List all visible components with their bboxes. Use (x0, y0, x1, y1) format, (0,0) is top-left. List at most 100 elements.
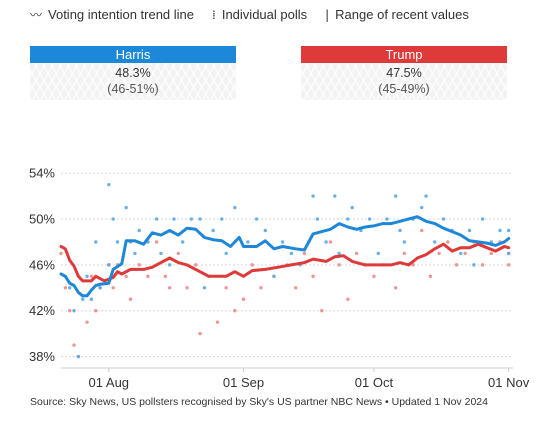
harris-poll-dot (480, 217, 485, 221)
poll-chart: 54% 50% 46% 42% 38% 01 Aug 01 Sep 01 Oct 01 Nov (29, 166, 530, 390)
trump-poll-dot (320, 309, 324, 313)
y-tick-label: 50% (29, 212, 55, 227)
harris-poll-dot (67, 286, 72, 290)
harris-poll-dot (350, 205, 354, 210)
harris-poll-dot (72, 309, 76, 313)
harris-poll-dot (472, 263, 476, 267)
harris-card-range: (46-51%) (107, 82, 159, 96)
trump-poll-dot (259, 286, 263, 290)
harris-poll-dot (398, 228, 402, 233)
harris-card-name: Harris (30, 46, 236, 63)
trump-poll-dot (111, 286, 115, 290)
trump-poll-dot (346, 297, 350, 301)
harris-poll-dot (137, 228, 141, 233)
harris-poll-dot (89, 297, 94, 301)
harris-poll-dot (133, 251, 137, 256)
harris-poll-dot (94, 240, 98, 244)
bar-icon: | (325, 7, 330, 22)
harris-poll-dot (272, 274, 276, 279)
trump-card-range: (45-49%) (378, 82, 430, 96)
harris-poll-dot (85, 274, 89, 279)
trump-card-body: 47.5% (45-49%) (301, 63, 507, 100)
trump-poll-dot (146, 274, 150, 279)
trump-poll-dot (328, 240, 333, 244)
trump-poll-dot (293, 286, 298, 290)
trump-poll-dot (506, 263, 511, 267)
harris-poll-dot (254, 217, 259, 221)
harris-card-pct: 48.3% (115, 66, 151, 80)
harris-poll-dot (115, 240, 120, 244)
trump-poll-dot (302, 251, 307, 256)
wavy-line-icon: 〰 (30, 8, 43, 22)
x-tick-label: 01 Aug (89, 375, 130, 390)
harris-trend-line (59, 215, 511, 298)
trump-poll-dot (215, 320, 220, 324)
y-tick-label: 46% (29, 257, 55, 272)
harris-poll-dot (467, 228, 472, 233)
trump-poll-dot (233, 309, 237, 313)
harris-poll-dot (315, 217, 320, 221)
trump-poll-dot (185, 286, 189, 290)
harris-poll-dot (420, 205, 424, 210)
trump-poll-dot (428, 274, 433, 279)
trump-poll-dot (241, 297, 246, 301)
trump-poll-dot (154, 240, 159, 244)
trump-poll-dot (194, 263, 198, 267)
harris-poll-dot (220, 217, 224, 221)
y-tick-label: 42% (29, 303, 55, 318)
harris-poll-dot (441, 217, 446, 221)
harris-poll-dot (337, 251, 341, 256)
trump-poll-dot (59, 251, 63, 256)
harris-poll-dot (367, 217, 372, 221)
legend-trend-label: Voting intention trend line (48, 7, 195, 22)
harris-poll-dot (289, 251, 294, 256)
harris-poll-dot (202, 286, 207, 290)
legend-polls: ⁞ Individual polls (212, 7, 307, 22)
harris-poll-dot (81, 297, 85, 301)
trump-card-pct: 47.5% (386, 66, 422, 80)
trump-poll-dot (198, 331, 202, 336)
trump-poll-dot (311, 274, 315, 279)
harris-poll-dot (402, 240, 407, 244)
trump-poll-dot (489, 251, 493, 256)
trump-card: Trump 47.5% (45-49%) (301, 46, 507, 100)
harris-poll-dot (459, 251, 463, 256)
dots-icon: ⁞ (212, 7, 216, 22)
trump-poll-dot (420, 228, 424, 233)
harris-poll-dot (180, 240, 185, 244)
trump-poll-dot (167, 286, 172, 290)
trump-poll-dot (393, 286, 398, 290)
trump-poll-dot (454, 263, 459, 267)
trump-poll-dot (437, 251, 441, 256)
harris-poll-dot (233, 205, 237, 210)
x-tick-label: 01 Sep (223, 375, 264, 390)
harris-poll-dot (376, 251, 380, 256)
y-tick-label: 38% (29, 349, 55, 364)
trump-poll-dot (72, 343, 76, 347)
legend: 〰 Voting intention trend line ⁞ Individu… (30, 6, 469, 23)
harris-poll-dot (167, 263, 172, 267)
trump-poll-dot (128, 297, 133, 301)
trump-poll-dot (463, 251, 467, 256)
y-tick-label: 54% (29, 166, 55, 181)
trump-poll-dot (446, 240, 450, 244)
trump-poll-dot (94, 309, 98, 313)
harris-poll-dot (433, 240, 437, 244)
harris-poll-dot (263, 228, 267, 233)
harris-poll-dot (346, 217, 350, 221)
harris-poll-dot (506, 228, 511, 233)
harris-poll-dot (424, 194, 428, 198)
trump-poll-dot (176, 251, 181, 256)
harris-poll-dot (393, 194, 398, 198)
harris-poll-dot (311, 194, 315, 198)
harris-poll-dot (280, 240, 285, 244)
trump-trend-line (59, 242, 511, 283)
harris-card-body: 48.3% (46-51%) (30, 63, 236, 100)
harris-poll-dot (324, 240, 328, 244)
trump-poll-dot (337, 263, 341, 267)
legend-polls-label: Individual polls (221, 7, 308, 22)
harris-poll-dot (107, 182, 111, 187)
harris-poll-dot (198, 217, 202, 221)
trump-poll-dot (402, 251, 407, 256)
trump-poll-dot (89, 274, 94, 279)
